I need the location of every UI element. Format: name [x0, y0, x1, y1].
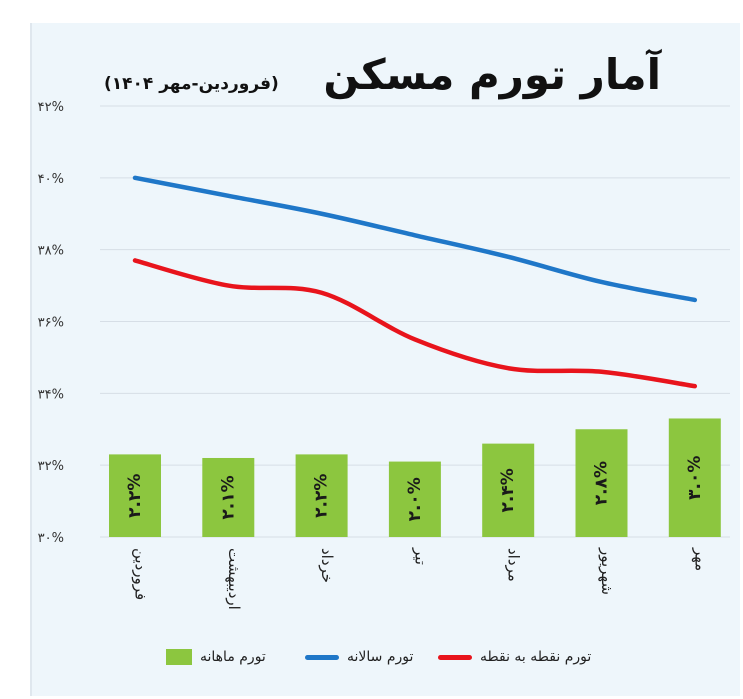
legend-swatch-point	[438, 654, 472, 660]
x-tick-label: تیر	[411, 547, 429, 565]
series-line-annual	[132, 175, 698, 303]
bar	[668, 418, 721, 537]
bar-data-label: ۲.۰%	[405, 477, 425, 521]
x-tick-label: مرداد	[505, 548, 523, 582]
y-tick-label: ۳۰%	[38, 531, 64, 546]
legend-swatch-monthly	[166, 649, 192, 665]
legend-swatch-annual	[305, 654, 339, 660]
x-tick-label: اردیبهشت	[225, 548, 243, 610]
chart-subtitle: (فروردین-مهر ۱۴۰۴)	[104, 74, 279, 94]
bar-data-label: ۲.۸%	[592, 461, 612, 505]
chart-title: آمار تورم مسکن	[323, 50, 661, 99]
bar-data-label: ۲.۲%	[125, 474, 145, 518]
chart-card	[30, 23, 740, 696]
bar	[109, 454, 161, 537]
x-tick-label: فروردین	[132, 548, 150, 600]
bar-data-label: ۲.۱%	[218, 475, 238, 519]
y-tick-label: ۴۰%	[38, 172, 64, 187]
bar	[575, 429, 628, 537]
y-tick-label: ۳۸%	[38, 244, 64, 259]
legend-item-point: تورم نقطه به نقطه	[438, 645, 591, 669]
legend-label-annual: تورم سالانه	[347, 649, 414, 665]
bar-data-label: ۲.۴%	[498, 468, 518, 512]
legend-label-monthly: تورم ماهانه	[200, 649, 266, 665]
legend-item-annual: تورم سالانه	[305, 645, 413, 669]
series-line-point	[132, 258, 698, 389]
y-tick-label: ۳۶%	[38, 316, 64, 331]
y-tick-label: ۳۲%	[38, 459, 64, 474]
x-tick-label: مهر	[691, 547, 709, 571]
bar	[482, 443, 535, 537]
bar-data-label: ۳.۰%	[685, 456, 705, 500]
y-tick-label: ۴۲%	[38, 100, 64, 115]
x-tick-label: خرداد	[318, 548, 336, 583]
bar	[202, 457, 255, 537]
legend-label-point: تورم نقطه به نقطه	[480, 649, 592, 665]
bar-data-label: ۲.۲%	[312, 474, 332, 518]
bar	[388, 461, 441, 537]
bar	[295, 454, 348, 537]
x-tick-label: شهریور	[598, 547, 616, 595]
legend-item-monthly: تورم ماهانه	[166, 645, 266, 669]
y-tick-label: ۳۴%	[38, 387, 64, 402]
